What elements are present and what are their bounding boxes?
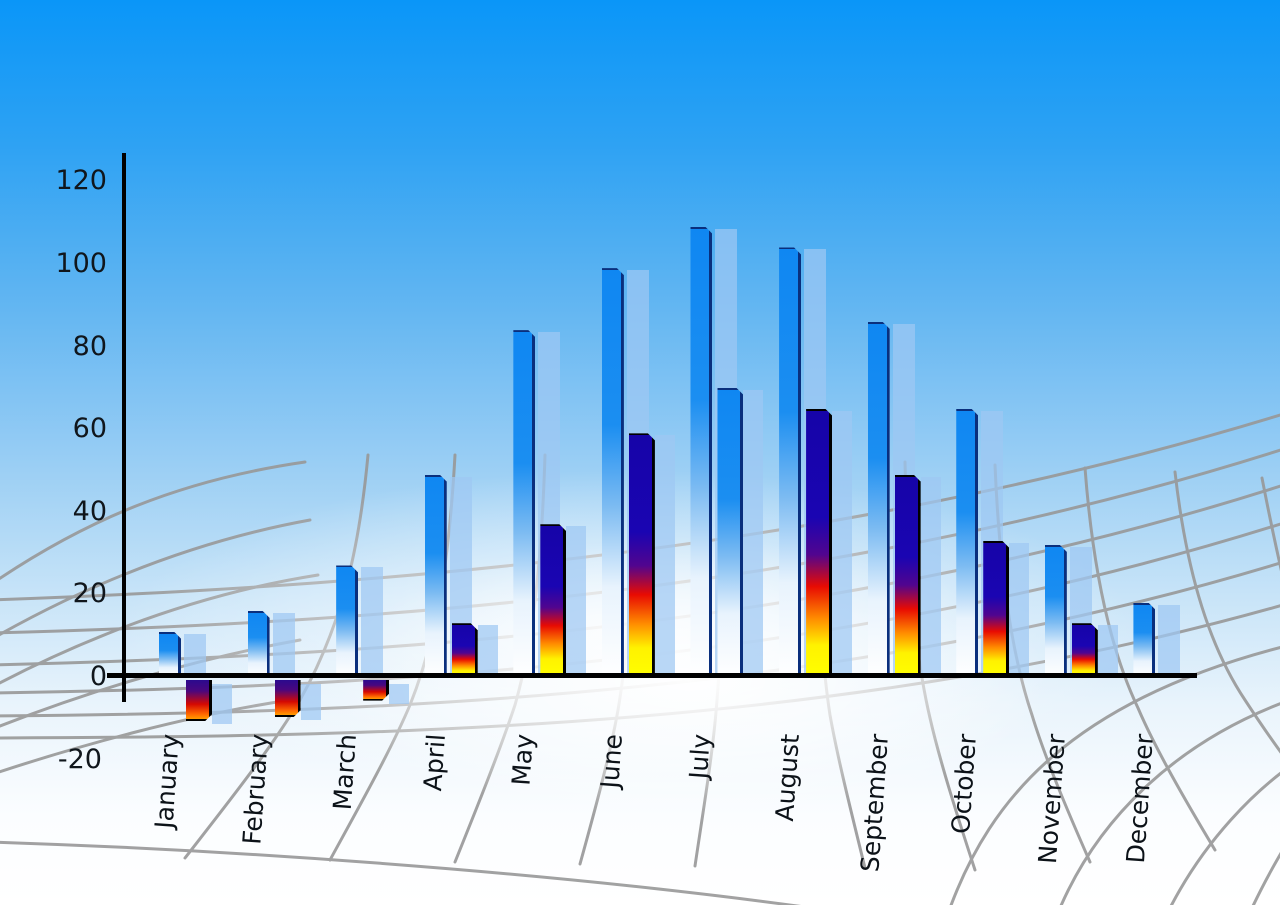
primary-bar — [248, 611, 270, 677]
y-tick-label: 80 — [72, 330, 107, 362]
primary-bar — [336, 565, 358, 677]
secondary-bar — [275, 680, 301, 717]
secondary-bar — [540, 524, 566, 677]
y-tick-label: 20 — [72, 578, 107, 610]
y-tick-label: 0 — [89, 661, 107, 692]
primary-bar — [513, 330, 535, 677]
primary-bar-shadow — [1158, 604, 1181, 677]
y-tick-label: 120 — [55, 165, 107, 197]
secondary-bar-shadow — [300, 684, 321, 721]
secondary-bar-shadow — [389, 684, 410, 704]
primary-bar — [779, 247, 801, 677]
y-tick-label: 40 — [72, 495, 107, 527]
secondary-bar-shadow — [920, 476, 941, 677]
primary-bar — [868, 322, 890, 677]
primary-bar — [956, 409, 978, 677]
secondary-bar — [983, 541, 1009, 677]
secondary-bar-shadow — [1097, 625, 1118, 677]
secondary-bar — [895, 475, 921, 677]
primary-bar-shadow — [361, 567, 384, 677]
secondary-bar — [186, 680, 212, 721]
secondary-bar-shadow — [654, 435, 675, 677]
y-tick-label: 60 — [72, 413, 107, 445]
secondary-bar-shadow — [477, 625, 498, 677]
secondary-bar — [629, 433, 655, 677]
secondary-bar — [1072, 623, 1098, 677]
x-axis-line — [107, 673, 1197, 678]
primary-bar — [425, 475, 447, 677]
primary-bar — [1045, 545, 1067, 677]
secondary-bar-shadow — [832, 410, 853, 677]
y-tick-label: -20 — [57, 743, 102, 775]
secondary-bar-shadow — [1009, 542, 1030, 677]
secondary-bar — [806, 409, 832, 677]
primary-bar — [690, 227, 712, 677]
secondary-bar-shadow — [566, 526, 587, 677]
y-tick-label: 100 — [55, 248, 107, 279]
y-axis-line — [122, 153, 126, 702]
secondary-bar-shadow — [212, 684, 232, 725]
primary-bar — [1133, 603, 1155, 677]
primary-bar — [602, 268, 624, 677]
primary-bar — [159, 632, 181, 677]
primary-bar-shadow — [272, 612, 295, 677]
secondary-bar-shadow — [743, 389, 764, 677]
secondary-bar — [717, 388, 743, 677]
secondary-bar — [452, 623, 478, 677]
primary-bar-shadow — [184, 633, 206, 677]
